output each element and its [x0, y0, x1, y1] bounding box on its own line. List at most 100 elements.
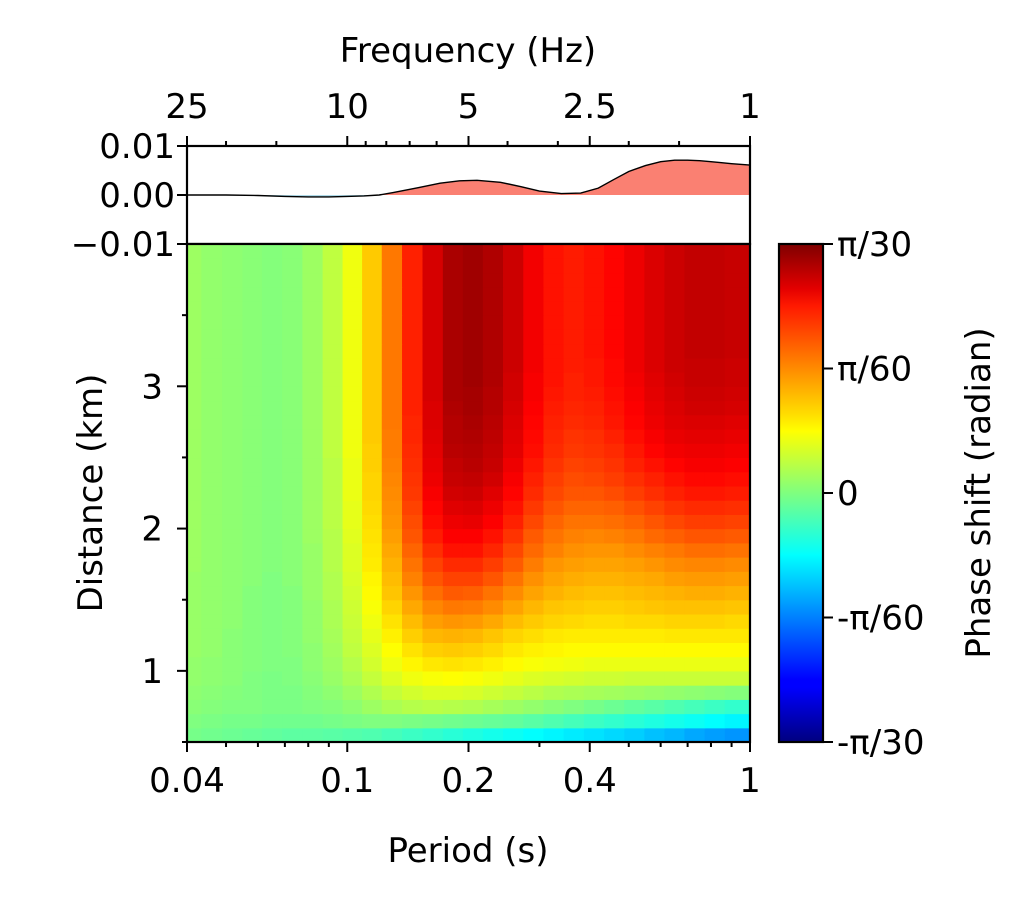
heatmap-cell [684, 699, 706, 715]
heatmap-cell [482, 414, 504, 430]
heatmap-cell [342, 343, 363, 359]
heatmap-cell [704, 727, 726, 743]
heatmap-cell [664, 372, 686, 387]
heatmap-cell [583, 300, 605, 316]
heatmap-cell [261, 272, 283, 288]
heatmap-cell [644, 642, 666, 658]
heatmap-cell [704, 386, 726, 402]
heatmap-cell [342, 272, 363, 288]
colorbar-tick-label: π/60 [837, 350, 912, 390]
heatmap-cell [523, 258, 545, 274]
heatmap-cell [222, 699, 244, 715]
heatmap-cell [523, 286, 545, 302]
heatmap-cell [704, 699, 726, 715]
heatmap-cell [523, 244, 545, 259]
heatmap-cell [302, 557, 324, 572]
heatmap-cell [664, 528, 686, 544]
heatmap-cell [362, 642, 383, 658]
heatmap-cell [322, 557, 344, 572]
heatmap-cell [664, 656, 686, 672]
heatmap-cell [322, 585, 344, 601]
distance-axis-ticks: 1 2 3 [141, 314, 187, 743]
heatmap-cell [402, 343, 424, 359]
heatmap-cell [664, 300, 686, 316]
colorbar-title: Phase shift (radian) [959, 327, 999, 658]
heatmap-cell [261, 400, 283, 416]
heatmap-cell [644, 414, 666, 430]
heatmap-cell [362, 727, 383, 743]
heatmap-cell [704, 272, 726, 288]
heatmap-cell [644, 685, 666, 700]
heatmap-cell [242, 315, 263, 330]
heatmap-cell [563, 315, 585, 330]
heatmap-cell [704, 613, 726, 629]
heatmap-cell [442, 457, 464, 473]
heatmap-cell [282, 372, 303, 387]
heatmap-cell [482, 357, 504, 373]
heatmap-cell [402, 372, 424, 387]
heatmap-cell [502, 258, 524, 274]
heatmap-cell [261, 670, 283, 686]
heatmap-cell [222, 457, 244, 473]
heatmap-cell [664, 685, 686, 700]
heatmap-cell [242, 542, 263, 558]
heatmap-cell [462, 514, 484, 530]
heatmap-cell [563, 300, 585, 316]
heatmap-cell [583, 585, 605, 601]
heatmap-cell [242, 258, 263, 274]
heatmap-cell [261, 613, 283, 629]
heatmap-cell [502, 244, 524, 259]
heatmap-cell [543, 699, 565, 715]
heatmap-cell [462, 443, 484, 459]
heatmap-cell [502, 329, 524, 345]
heatmap-cell [523, 443, 545, 459]
heatmap-cell [402, 685, 424, 700]
heatmap-cell [563, 414, 585, 430]
heatmap-cell [442, 656, 464, 672]
heatmap-cell [222, 357, 244, 373]
heatmap-cell [261, 485, 283, 501]
heatmap-cell [523, 485, 545, 501]
heatmap-cell [242, 528, 263, 544]
heatmap-cell [543, 428, 565, 444]
heatmap-cell [724, 571, 751, 587]
heatmap-cell [322, 528, 344, 544]
heatmap-cell [201, 528, 223, 544]
heatmap-cell [242, 628, 263, 643]
heatmap-cell [442, 727, 464, 743]
heatmap-cell [543, 272, 565, 288]
heatmap-cell [282, 571, 303, 587]
heatmap-cell [381, 286, 403, 302]
heatmap-cell [684, 357, 706, 373]
heatmap-cell [422, 343, 444, 359]
heatmap-cell [261, 685, 283, 700]
heatmap-cell [402, 528, 424, 544]
heatmap-cell [342, 300, 363, 316]
heatmap-cell [644, 599, 666, 615]
heatmap-cell [402, 571, 424, 587]
heatmap-cell [482, 343, 504, 359]
frequency-axis-title: Frequency (Hz) [340, 31, 596, 71]
heatmap-cell [282, 428, 303, 444]
heatmap-cell [261, 329, 283, 345]
heatmap-cell [724, 400, 751, 416]
heatmap-cell [302, 500, 324, 515]
heatmap-cell [282, 457, 303, 473]
heatmap-cell [583, 670, 605, 686]
heatmap-cell [381, 329, 403, 345]
heatmap-cell [604, 514, 625, 530]
frequency-tick-label: 2.5 [563, 87, 617, 127]
heatmap-cell [201, 699, 223, 715]
heatmap-cell [402, 286, 424, 302]
heatmap-cell [201, 315, 223, 330]
heatmap-cell [482, 244, 504, 259]
heatmap-cell [604, 414, 625, 430]
heatmap-cell [563, 685, 585, 700]
heatmap-cell [523, 585, 545, 601]
heatmap-cell [261, 528, 283, 544]
heatmap-cell [242, 599, 263, 615]
heatmap-cell [704, 656, 726, 672]
heatmap-cell [342, 713, 363, 729]
heatmap-cell [442, 542, 464, 558]
heatmap-cell [502, 557, 524, 572]
